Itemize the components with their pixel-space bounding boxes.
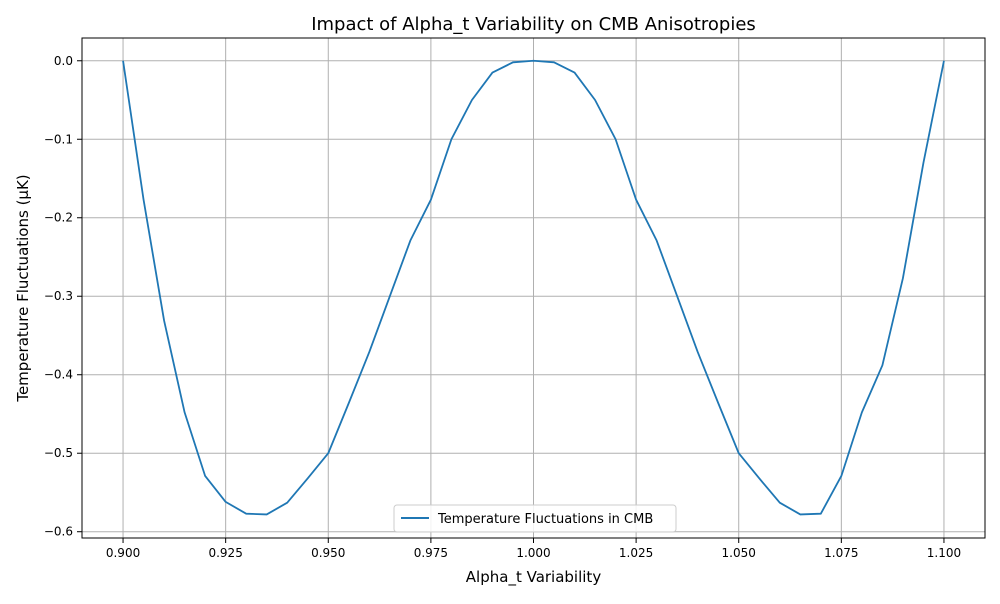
y-tick-label: −0.4 (44, 368, 73, 382)
legend-box (393, 504, 677, 533)
y-tick-label: −0.3 (44, 289, 73, 303)
legend: Temperature Fluctuations in CMB (393, 504, 677, 533)
x-tick-label: 1.075 (824, 546, 858, 560)
series-layer (122, 59, 945, 516)
y-tick-label: −0.6 (44, 525, 73, 539)
grid (82, 38, 985, 538)
series-line (122, 59, 945, 516)
x-tick-label: 1.050 (722, 546, 756, 560)
x-tick-label: 0.925 (208, 546, 242, 560)
x-tick-label: 0.950 (311, 546, 345, 560)
y-axis-label: Temperature Fluctuations (μK) (14, 174, 32, 402)
y-tick-label: −0.5 (44, 446, 73, 460)
y-tick-label: −0.1 (44, 132, 73, 146)
x-tick-label: 1.000 (516, 546, 550, 560)
y-tick-label: 0.0 (54, 54, 73, 68)
x-axis-label: Alpha_t Variability (466, 568, 602, 587)
x-tick-label: 0.975 (414, 546, 448, 560)
x-axis: 0.900 0.925 0.950 0.975 1.000 1.025 1.050 1.075… (106, 538, 961, 560)
x-tick-label: 1.100 (927, 546, 961, 560)
legend-label: Temperature Fluctuations in CMB (437, 512, 653, 527)
y-axis: 0.0 −0.1 −0.2 −0.3 −0.4 −0.5 −0.6 (44, 54, 82, 539)
chart-title: Impact of Alpha_t Variability on CMB Ani… (311, 14, 756, 35)
y-tick-label: −0.2 (44, 211, 73, 225)
x-tick-label: 1.025 (619, 546, 653, 560)
x-tick-label: 0.900 (106, 546, 140, 560)
